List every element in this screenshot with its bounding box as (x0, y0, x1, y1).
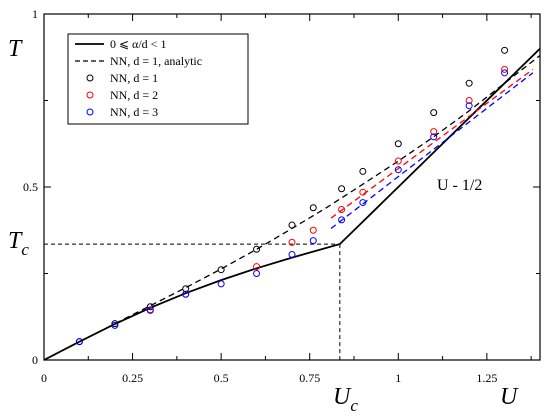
x-tick-label: 1.25 (476, 371, 497, 385)
x-tick-label: 1 (395, 371, 401, 385)
x-tick-label: 0.5 (214, 371, 229, 385)
legend-marker (86, 74, 94, 82)
data-point (501, 65, 509, 73)
data-point (338, 185, 346, 193)
data-point (430, 109, 438, 117)
legend-label: 0 ⩽ α/d < 1 (110, 37, 166, 51)
legend: 0 ⩽ α/d < 1 NN, d = 1, analytic NN, d = 1 N… (67, 33, 249, 125)
legend-marker (86, 108, 94, 116)
data-point (338, 216, 346, 224)
data-point (309, 204, 317, 212)
data-point (394, 140, 402, 148)
data-point (146, 303, 154, 311)
legend-label: NN, d = 2 (110, 88, 158, 102)
legend-label: NN, d = 1, analytic (110, 54, 202, 68)
data-point (359, 167, 367, 175)
data-point (394, 157, 402, 165)
data-point (501, 46, 509, 54)
y-axis-label: T (8, 36, 23, 62)
data-point (253, 270, 261, 277)
data-point (309, 226, 317, 234)
legend-items: 0 ⩽ α/d < 1 NN, d = 1, analytic NN, d = 1 N… (75, 37, 202, 119)
x-tick-label: 0.25 (122, 371, 143, 385)
data-point (394, 166, 402, 174)
x-axis-label: U (500, 384, 519, 410)
series-line (330, 68, 534, 219)
legend-marker (86, 91, 94, 99)
series-line (330, 72, 534, 230)
data-point (465, 79, 473, 87)
data-point (338, 205, 346, 213)
annotation-u-minus-half: U - 1/2 (437, 177, 482, 194)
data-point (182, 290, 190, 298)
data-point (146, 306, 154, 314)
data-point (430, 133, 438, 141)
tc-label-main: T (8, 228, 23, 254)
y-tick-label: 0 (32, 353, 38, 367)
data-point (253, 245, 261, 253)
data-point (359, 188, 367, 196)
data-point (465, 97, 473, 104)
data-point (288, 250, 296, 258)
data-point (253, 263, 261, 271)
data-point (465, 102, 473, 110)
data-point (359, 199, 367, 207)
uc-label-main: U (333, 384, 352, 410)
data-point (288, 238, 296, 246)
data-point (309, 237, 317, 245)
data-point (217, 266, 225, 274)
series-layer (43, 46, 541, 361)
x-tick-label: 0 (41, 371, 47, 385)
y-tick-label: 1 (32, 7, 38, 21)
uc-label: Uc (333, 384, 358, 415)
data-point (430, 128, 438, 136)
data-point (217, 280, 225, 288)
tc-label: Tc (8, 228, 29, 259)
tc-label-sub: c (21, 240, 29, 259)
legend-label: NN, d = 1 (110, 71, 158, 85)
x-tick-label: 0.75 (299, 371, 320, 385)
y-tick-label: 0.5 (23, 180, 38, 194)
data-point (111, 321, 119, 329)
uc-label-sub: c (350, 396, 358, 415)
axes-layer: 0 0.25 0.5 0.75 1 1.25 0 0.5 1 (23, 7, 541, 385)
legend-label: NN, d = 3 (110, 105, 158, 119)
legend-box (67, 33, 249, 125)
data-point (288, 221, 296, 229)
data-point (501, 69, 509, 77)
data-point (75, 338, 83, 346)
